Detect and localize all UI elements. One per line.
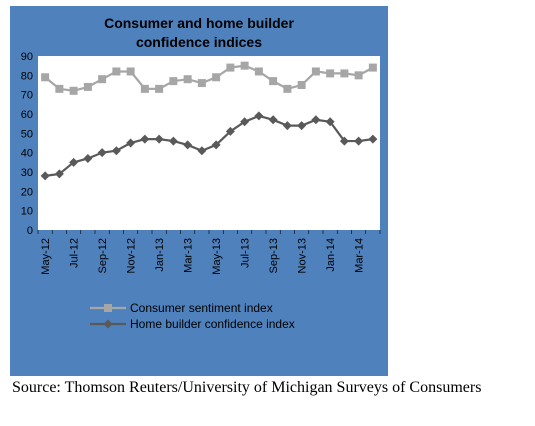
consumer-sentiment-point bbox=[169, 77, 178, 86]
y-tick-label: 10 bbox=[21, 206, 33, 218]
consumer-sentiment-point bbox=[269, 77, 278, 86]
home-builder-point bbox=[111, 146, 121, 156]
home-builder-point bbox=[168, 136, 178, 146]
consumer-sentiment-point bbox=[283, 84, 292, 93]
y-tick-label: 50 bbox=[21, 128, 33, 140]
consumer-sentiment-point bbox=[240, 61, 249, 70]
consumer-sentiment-point bbox=[326, 69, 335, 78]
home-builder-point bbox=[339, 136, 349, 146]
consumer-sentiment-point bbox=[126, 67, 135, 76]
y-tick-label: 80 bbox=[21, 70, 33, 82]
legend: Consumer sentiment index Home builder con… bbox=[90, 301, 295, 331]
consumer-sentiment-point bbox=[98, 75, 107, 84]
y-axis: 0 10 20 30 40 50 60 70 80 90 bbox=[21, 51, 33, 237]
y-tick-label: 20 bbox=[21, 186, 33, 198]
home-builder-point bbox=[297, 121, 307, 131]
home-builder-point bbox=[69, 157, 79, 167]
consumer-sentiment-point bbox=[311, 67, 320, 76]
y-tick-label: 30 bbox=[21, 167, 33, 179]
chart-title: Consumer and home builder confidence ind… bbox=[10, 14, 388, 52]
x-tick-label: Jan-14 bbox=[325, 238, 337, 272]
legend-label-0: Consumer sentiment index bbox=[130, 301, 273, 315]
home-builder-point bbox=[211, 140, 221, 150]
consumer-sentiment-point bbox=[212, 73, 221, 82]
x-tick-label: Mar-14 bbox=[354, 238, 366, 273]
home-builder-point bbox=[54, 169, 64, 179]
chart-svg: 0 10 20 30 40 50 60 70 80 90 May-12 Jul-12 Sep-12 No… bbox=[21, 51, 381, 331]
home-builder-point bbox=[282, 121, 292, 131]
source-note: Source: Thomson Reuters/University of Mi… bbox=[12, 379, 482, 396]
x-tick-label: Jul-12 bbox=[69, 238, 81, 268]
chart-title-line-2: confidence indices bbox=[135, 34, 263, 50]
consumer-sentiment-point bbox=[41, 73, 50, 82]
consumer-sentiment-point bbox=[197, 79, 206, 88]
home-builder-point bbox=[368, 134, 378, 144]
chart-title-line-1: Consumer and home builder bbox=[104, 15, 294, 31]
x-axis: May-12 Jul-12 Sep-12 Nov-12 Jan-13 Mar-13 May-… bbox=[37, 230, 381, 275]
chart-panel: Consumer and home builder confidence ind… bbox=[10, 6, 388, 376]
home-builder-point bbox=[40, 171, 50, 181]
x-tick-label: May-12 bbox=[40, 238, 52, 275]
x-tick-label: Sep-12 bbox=[97, 238, 109, 273]
home-builder-point bbox=[311, 115, 321, 125]
consumer-sentiment-point bbox=[254, 67, 263, 76]
consumer-sentiment-point bbox=[112, 67, 121, 76]
home-builder-point bbox=[325, 117, 335, 127]
x-tick-label: Jan-13 bbox=[154, 238, 166, 272]
x-tick-label: Nov-12 bbox=[126, 238, 138, 273]
home-builder-point bbox=[140, 134, 150, 144]
legend-marker-square bbox=[104, 304, 112, 312]
consumer-sentiment-point bbox=[155, 84, 164, 93]
consumer-sentiment-point bbox=[354, 71, 363, 80]
x-tick-label: May-13 bbox=[211, 238, 223, 275]
consumer-sentiment-point bbox=[55, 84, 64, 93]
x-tick-label: Sep-13 bbox=[268, 238, 280, 273]
x-tick-label: Jul-13 bbox=[240, 238, 252, 268]
home-builder-point bbox=[183, 140, 193, 150]
home-builder-point bbox=[97, 148, 107, 158]
home-builder-point bbox=[240, 117, 250, 127]
home-builder-point bbox=[268, 115, 278, 125]
x-tick-label: Mar-13 bbox=[183, 238, 195, 273]
y-tick-label: 70 bbox=[21, 90, 33, 102]
y-tick-label: 40 bbox=[21, 148, 33, 160]
y-tick-label: 0 bbox=[27, 225, 33, 237]
x-tick-label: Nov-13 bbox=[297, 238, 309, 273]
consumer-sentiment-point bbox=[297, 81, 306, 89]
consumer-sentiment-point bbox=[83, 82, 92, 91]
home-builder-point bbox=[354, 136, 364, 146]
y-tick-label: 60 bbox=[21, 109, 33, 121]
legend-label-1: Home builder confidence index bbox=[130, 317, 295, 331]
y-tick-label: 90 bbox=[21, 51, 33, 63]
home-builder-point bbox=[197, 146, 207, 156]
consumer-sentiment-point bbox=[69, 86, 78, 95]
consumer-sentiment-point bbox=[340, 69, 349, 78]
consumer-sentiment-point bbox=[368, 63, 377, 72]
home-builder-point bbox=[126, 138, 136, 148]
series-group bbox=[40, 61, 378, 181]
home-builder-point bbox=[83, 153, 93, 163]
home-builder-point bbox=[154, 134, 164, 144]
plot-area bbox=[38, 56, 380, 230]
consumer-sentiment-point bbox=[226, 63, 235, 72]
consumer-sentiment-point bbox=[140, 84, 149, 93]
legend-marker-diamond bbox=[103, 319, 113, 329]
home-builder-point bbox=[254, 111, 264, 121]
consumer-sentiment-point bbox=[183, 75, 192, 84]
